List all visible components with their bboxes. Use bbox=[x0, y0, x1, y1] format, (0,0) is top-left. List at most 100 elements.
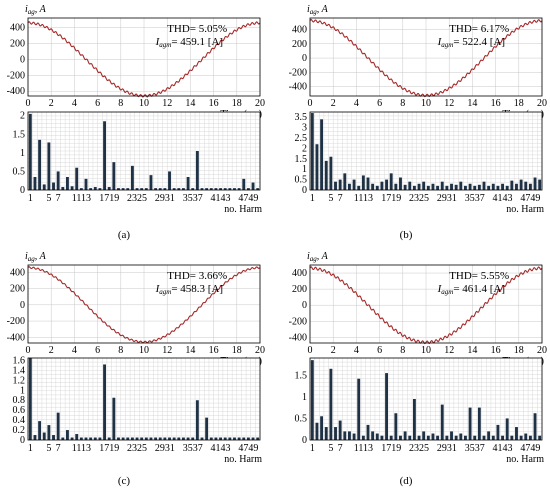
harmonic-bar bbox=[487, 185, 491, 190]
spec-y-tick-label: 1.5 bbox=[295, 154, 308, 165]
harmonic-bar bbox=[394, 183, 398, 190]
x-tick-label: 6 bbox=[377, 345, 382, 356]
harmonic-bar bbox=[117, 188, 120, 190]
harmonic-bar bbox=[144, 188, 148, 190]
harmonic-bar bbox=[389, 435, 393, 440]
x-tick-label: 4 bbox=[354, 345, 359, 356]
panel-label: (b) bbox=[400, 229, 413, 241]
harmonic-bar bbox=[366, 177, 370, 190]
spectrum-frame bbox=[309, 111, 543, 191]
harmonic-bar bbox=[209, 188, 213, 190]
harmonic-bar bbox=[103, 121, 106, 190]
harmonic-bar bbox=[445, 435, 449, 440]
spec-y-tick-label: 0.2 bbox=[13, 425, 26, 436]
thd-annotation: THD= 5.55% bbox=[449, 270, 509, 282]
waveform-frame bbox=[309, 17, 543, 97]
x-tick-label: 6 bbox=[377, 98, 382, 109]
harmonic-bar bbox=[334, 427, 337, 440]
harmonic-bar bbox=[528, 435, 532, 440]
spec-x-tick-label: 1 bbox=[28, 193, 33, 204]
harmonic-bar bbox=[528, 183, 532, 190]
harmonic-bar bbox=[242, 437, 246, 440]
spec-y-tick-label: 2.5 bbox=[295, 133, 308, 144]
spec-x-tick-label: 3537 bbox=[183, 193, 203, 204]
harmonic-bar bbox=[524, 181, 528, 190]
harmonic-bar bbox=[256, 437, 260, 440]
panel-label: (d) bbox=[400, 475, 413, 487]
spec-y-tick-label: 1.6 bbox=[13, 355, 26, 366]
y-tick-label: 400 bbox=[292, 24, 307, 35]
harmonic-bar bbox=[459, 433, 463, 440]
harmonic-bar bbox=[233, 437, 236, 440]
y-tick-label: -200 bbox=[7, 70, 25, 81]
spec-y-tick-label: 0.5 bbox=[295, 413, 308, 424]
harmonic-bar bbox=[464, 185, 467, 190]
spec-y-tick-label: 3.5 bbox=[295, 112, 308, 123]
harmonic-bar bbox=[228, 188, 232, 190]
harmonic-bar bbox=[454, 435, 458, 440]
harmonic-bar bbox=[399, 177, 402, 190]
harmonic-bar bbox=[533, 413, 537, 440]
spec-x-tick-label: 4749 bbox=[520, 193, 540, 204]
spec-x-tick-label: 2931 bbox=[155, 193, 175, 204]
harmonic-bar bbox=[182, 437, 185, 440]
harmonic-bar bbox=[177, 188, 181, 190]
thd-annotation: THD= 6.17% bbox=[449, 23, 509, 35]
harmonic-bar bbox=[117, 437, 120, 440]
y-tick-label: -200 bbox=[7, 316, 25, 327]
harmonic-bar bbox=[315, 422, 319, 440]
x-tick-label: 18 bbox=[514, 345, 524, 356]
spectrum-frame bbox=[309, 357, 543, 441]
harmonic-bar bbox=[191, 188, 195, 190]
harmonic-bar bbox=[251, 437, 255, 440]
harmonic-bar bbox=[348, 431, 351, 440]
spec-x-tick-label: 5 bbox=[328, 193, 333, 204]
harmonic-bar bbox=[126, 437, 130, 440]
harmonic-bar bbox=[491, 435, 495, 440]
harmonic-bar bbox=[450, 183, 453, 190]
harmonic-bar bbox=[219, 437, 222, 440]
harmonic-bar bbox=[135, 437, 139, 440]
y-axis-label: iag, A bbox=[25, 251, 47, 263]
spec-x-tick-label: 7 bbox=[56, 443, 61, 454]
x-tick-label: 2 bbox=[49, 345, 54, 356]
thd-annotation: THD= 5.05% bbox=[167, 23, 227, 35]
harmonic-bar bbox=[375, 433, 379, 440]
harmonic-bar bbox=[515, 427, 518, 440]
spec-y-tick-label: 0 bbox=[302, 435, 307, 446]
harmonic-bar bbox=[380, 181, 384, 190]
harmonic-bar bbox=[487, 431, 491, 440]
harmonic-bar bbox=[399, 435, 402, 440]
spec-y-tick-label: 0.5 bbox=[13, 166, 26, 177]
harmonic-bar bbox=[200, 437, 204, 440]
spec-x-tick-label: 2931 bbox=[155, 443, 175, 454]
harmonic-bar bbox=[380, 435, 384, 440]
harmonic-bar bbox=[163, 437, 167, 440]
harmonic-bar bbox=[445, 185, 449, 190]
harmonic-bar bbox=[403, 184, 407, 190]
y-tick-label: 200 bbox=[292, 284, 307, 295]
harmonic-bar bbox=[246, 437, 250, 440]
x-tick-label: 20 bbox=[537, 98, 547, 109]
spec-x-tick-label: 1 bbox=[28, 443, 33, 454]
spec-y-tick-label: 1.5 bbox=[13, 129, 26, 140]
harmonic-bar bbox=[310, 360, 314, 440]
harmonic-bar bbox=[505, 418, 509, 440]
harmonic-bar bbox=[431, 183, 435, 190]
spectrum-frame bbox=[27, 357, 261, 441]
harmonic-bar bbox=[371, 431, 375, 440]
x-tick-label: 12 bbox=[162, 98, 172, 109]
harmonic-bar bbox=[315, 144, 319, 190]
x-tick-label: 0 bbox=[26, 98, 31, 109]
y-tick-label: -400 bbox=[289, 82, 307, 93]
harmonic-bar bbox=[223, 188, 227, 190]
spec-x-tick-label: 4143 bbox=[493, 193, 513, 204]
y-tick-label: -200 bbox=[289, 67, 307, 78]
x-tick-label: 10 bbox=[139, 98, 149, 109]
harmonic-bar bbox=[214, 188, 218, 190]
x-tick-label: 8 bbox=[118, 98, 123, 109]
harmonic-bar bbox=[79, 437, 83, 440]
harmonic-bar bbox=[320, 416, 324, 440]
